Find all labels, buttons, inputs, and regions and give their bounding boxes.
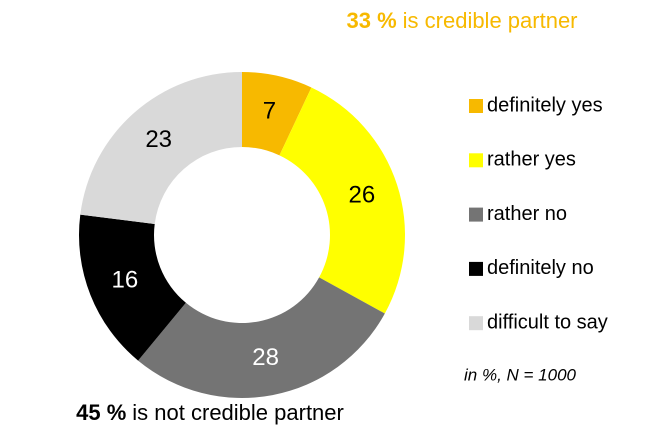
- donut-segment: [242, 72, 312, 156]
- data-label: 26: [348, 181, 375, 208]
- data-label: 28: [252, 344, 279, 371]
- legend-label: definitely yes: [487, 94, 603, 116]
- legend-label: rather yes: [487, 149, 576, 171]
- top-annotation: 33 % is credible partner: [346, 8, 577, 33]
- legend-label: rather no: [487, 203, 567, 225]
- data-label: 16: [111, 267, 138, 294]
- donut-segment: [279, 87, 405, 314]
- annotation-text: is not credible partner: [132, 400, 344, 425]
- legend-label: difficult to say: [487, 311, 608, 333]
- bottom-annotation: 45 % is not credible partner: [76, 400, 344, 425]
- note: in %, N = 1000: [464, 365, 577, 384]
- data-label: 7: [263, 97, 276, 124]
- donut-segment: [138, 277, 385, 398]
- annotation-bold: 45 %: [76, 400, 126, 425]
- legend-swatch: [469, 316, 483, 331]
- legend-swatch: [469, 99, 483, 113]
- donut-segment: [80, 72, 242, 224]
- legend-swatch: [469, 207, 483, 222]
- data-label: 23: [145, 126, 172, 153]
- annotation-bold: 33 %: [346, 8, 396, 33]
- legend-label: definitely no: [487, 257, 594, 279]
- legend-swatch: [469, 261, 483, 276]
- donut-segment: [78, 214, 186, 361]
- annotation-text: is credible partner: [403, 8, 578, 33]
- legend-swatch: [469, 153, 483, 168]
